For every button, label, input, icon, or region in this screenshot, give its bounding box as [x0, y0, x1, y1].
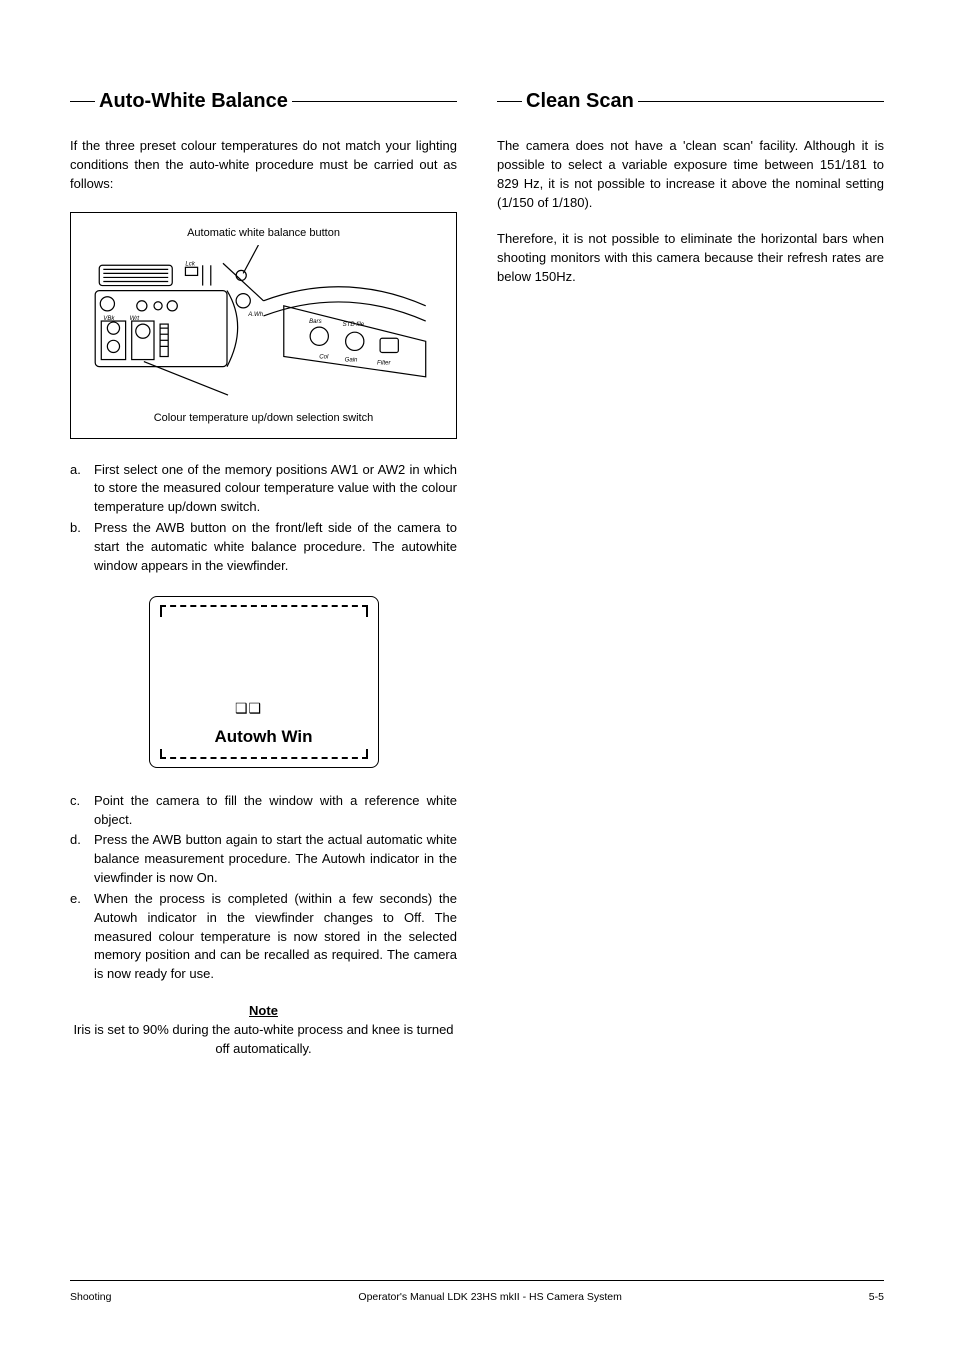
- section-header-cleanscan: Clean Scan: [497, 90, 884, 113]
- step-c: Point the camera to fill the window with…: [70, 792, 457, 830]
- cleanscan-p1: The camera does not have a 'clean scan' …: [497, 137, 884, 212]
- svg-text:STD file: STD file: [343, 321, 365, 328]
- footer-left: Shooting: [70, 1291, 111, 1303]
- svg-text:A.Wh: A.Wh: [247, 311, 263, 318]
- cleanscan-p2: Therefore, it is not possible to elimina…: [497, 230, 884, 287]
- viewfinder-diagram: ❑❑ Autowh Win: [70, 596, 457, 768]
- steps-list-1: First select one of the memory positions…: [70, 461, 457, 576]
- camera-diagram-box: Automatic white balance button: [70, 212, 457, 439]
- awb-intro: If the three preset colour temperatures …: [70, 137, 457, 194]
- footer-rule: [70, 1280, 884, 1281]
- right-column: Clean Scan The camera does not have a 'c…: [497, 90, 884, 1059]
- footer-center: Operator's Manual LDK 23HS mkII - HS Cam…: [358, 1291, 621, 1303]
- svg-text:Gain: Gain: [345, 356, 358, 363]
- section-header-awb: Auto-White Balance: [70, 90, 457, 113]
- step-d: Press the AWB button again to start the …: [70, 831, 457, 888]
- rule-right: [638, 101, 884, 102]
- camera-diagram-svg: Lck VBk Wrt A.Wh Bars STD file Col Gain …: [81, 245, 446, 397]
- vf-dashed-bottom: [160, 749, 368, 759]
- note-block: Note Iris is set to 90% during the auto-…: [70, 1002, 457, 1059]
- left-column: Auto-White Balance If the three preset c…: [70, 90, 457, 1059]
- svg-text:Filter: Filter: [377, 359, 391, 366]
- rule-left: [70, 101, 95, 102]
- step-a: First select one of the memory positions…: [70, 461, 457, 518]
- vf-content: ❑❑ Autowh Win: [150, 700, 378, 747]
- note-body: Iris is set to 90% during the auto-white…: [70, 1021, 457, 1059]
- heading-awb: Auto-White Balance: [95, 90, 292, 113]
- svg-text:Bars: Bars: [309, 318, 322, 325]
- svg-text:Lck: Lck: [185, 260, 195, 267]
- rule-left: [497, 101, 522, 102]
- svg-text:VBk: VBk: [103, 315, 115, 322]
- rule-right: [292, 101, 457, 102]
- note-title: Note: [70, 1002, 457, 1021]
- step-e: When the process is completed (within a …: [70, 890, 457, 984]
- heading-cleanscan: Clean Scan: [522, 90, 638, 113]
- vf-squares: ❑❑: [120, 700, 378, 717]
- viewfinder-frame: ❑❑ Autowh Win: [149, 596, 379, 768]
- vf-text: Autowh Win: [150, 727, 378, 747]
- step-b: Press the AWB button on the front/left s…: [70, 519, 457, 576]
- steps-list-2: Point the camera to fill the window with…: [70, 792, 457, 984]
- vf-dashed-top: [160, 605, 368, 617]
- page-footer: Shooting Operator's Manual LDK 23HS mkII…: [70, 1280, 884, 1303]
- footer-right: 5-5: [869, 1291, 884, 1303]
- svg-text:Wrt: Wrt: [130, 315, 140, 322]
- svg-text:Col: Col: [319, 353, 329, 360]
- diagram-label-top: Automatic white balance button: [81, 227, 446, 239]
- diagram-label-bottom: Colour temperature up/down selection swi…: [81, 412, 446, 424]
